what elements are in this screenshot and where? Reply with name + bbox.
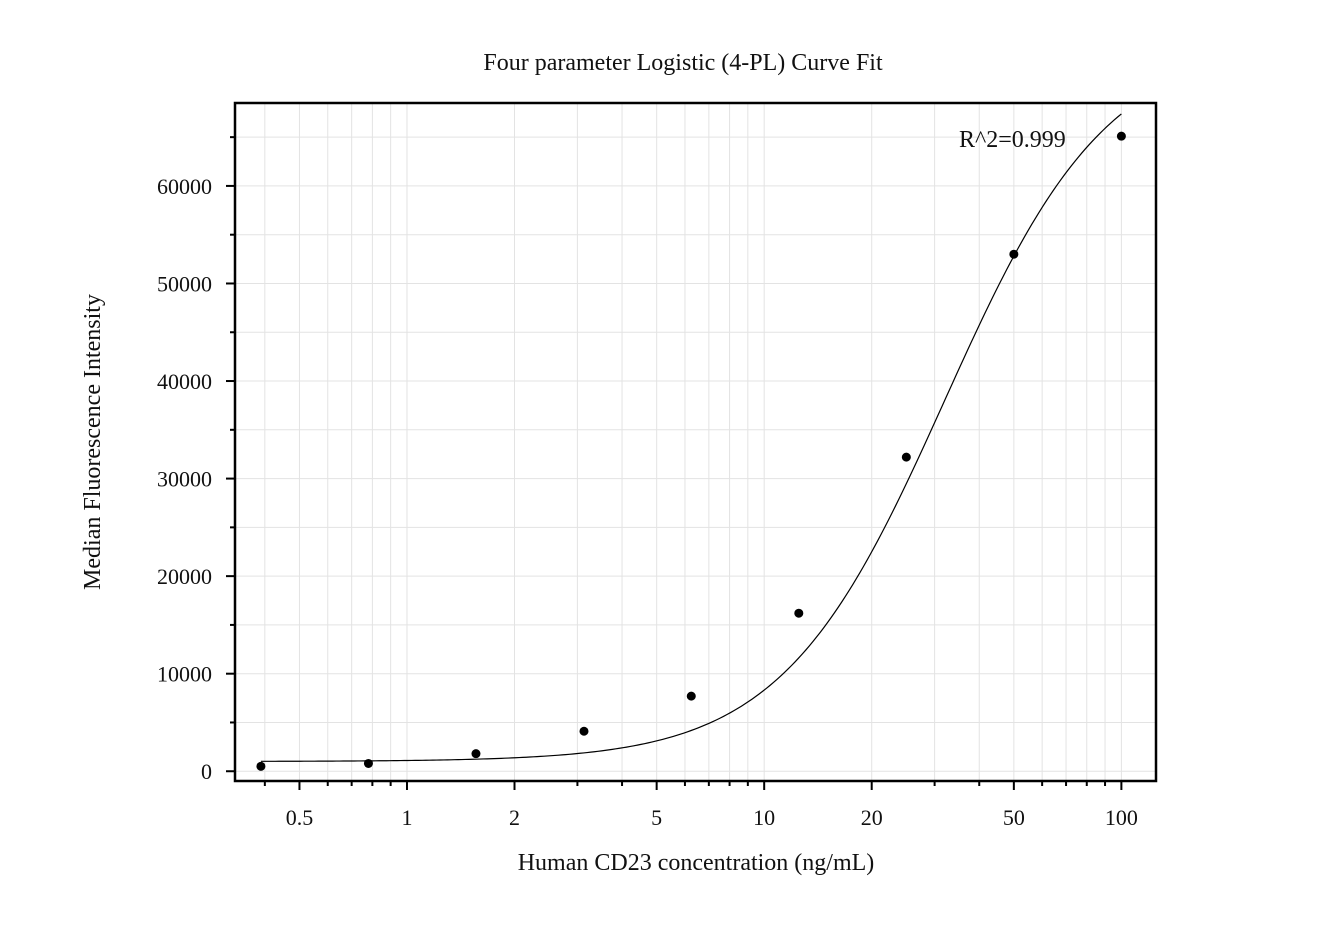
x-axis-label: Human CD23 concentration (ng/mL) — [518, 850, 875, 876]
y-tick-label: 30000 — [157, 467, 212, 492]
r-squared-annotation: R^2=0.999 — [959, 127, 1066, 153]
y-tick-label: 50000 — [157, 271, 212, 296]
data-point — [794, 608, 804, 618]
fit-layer — [260, 113, 1122, 762]
data-point — [579, 726, 589, 736]
y-tick-label: 60000 — [157, 174, 212, 199]
data-point — [256, 761, 266, 771]
data-point — [1116, 131, 1126, 141]
data-point — [901, 452, 911, 462]
x-tick-label: 1 — [401, 805, 412, 830]
x-tick-label: 2 — [509, 805, 520, 830]
x-tick-label: 0.5 — [286, 805, 314, 830]
data-point — [1009, 249, 1019, 259]
x-tick-label: 10 — [753, 805, 775, 830]
fit-curve — [260, 113, 1122, 762]
plot-frame — [233, 101, 1158, 783]
tick-layer: 0.5 1 2 5 10 20 50 100 0 10000 20000 30000 40000 5000… — [157, 136, 1138, 830]
x-tick-label: 100 — [1105, 805, 1138, 830]
data-point — [686, 691, 696, 701]
chart-title: Four parameter Logistic (4-PL) Curve Fit — [483, 50, 883, 76]
y-axis-label: Median Fluorescence Intensity — [80, 294, 106, 590]
y-tick-label: 40000 — [157, 369, 212, 394]
grid-layer — [235, 103, 1156, 781]
y-tick-label: 20000 — [157, 564, 212, 589]
y-tick-label: 0 — [201, 759, 212, 784]
data-point — [363, 758, 373, 768]
point-layer — [256, 131, 1126, 771]
y-tick-label: 10000 — [157, 662, 212, 687]
x-tick-label: 20 — [861, 805, 883, 830]
data-point — [471, 749, 481, 759]
x-tick-label: 5 — [651, 805, 662, 830]
x-tick-label: 50 — [1003, 805, 1025, 830]
